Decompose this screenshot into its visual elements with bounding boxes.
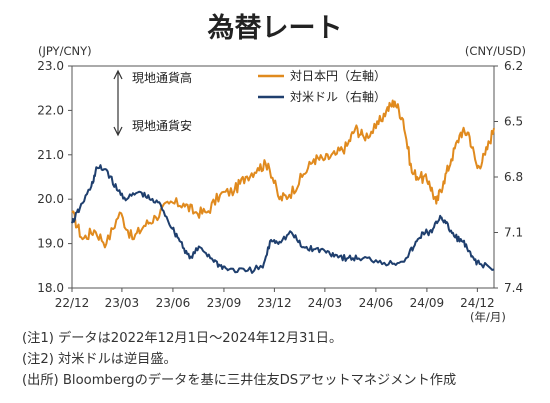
annotation-down-label: 現地通貨安 bbox=[132, 118, 192, 133]
x-tick-label: 22/12 bbox=[55, 296, 90, 310]
series-line-jpy bbox=[71, 99, 495, 249]
annotation-up-label: 現地通貨高 bbox=[132, 70, 192, 85]
x-tick-label: 24/12 bbox=[460, 296, 495, 310]
plot-frame bbox=[71, 65, 495, 289]
left-tick-label: 23.0 bbox=[37, 59, 64, 73]
left-axis-unit: (JPY/CNY) bbox=[38, 44, 92, 58]
right-tick-label: 6.2 bbox=[504, 59, 523, 73]
footnote-1: (注1) データは2022年12月1日～2024年12月31日。 bbox=[22, 331, 343, 346]
x-tick-label: 24/03 bbox=[308, 296, 343, 310]
left-tick-label: 20.0 bbox=[37, 192, 64, 206]
left-tick-label: 19.0 bbox=[37, 237, 64, 251]
arrow-up-head bbox=[113, 69, 123, 80]
legend-label-usd: 対米ドル（右軸） bbox=[290, 89, 386, 104]
legend-label-jpy: 対日本円（左軸） bbox=[290, 68, 386, 83]
x-axis-unit: (年/月) bbox=[470, 310, 506, 324]
footnotes: (注1) データは2022年12月1日～2024年12月31日。 (注2) 対米… bbox=[22, 328, 456, 391]
footnote-source: (出所) Bloombergのデータを基に三井住友DSアセットマネジメント作成 bbox=[22, 373, 457, 388]
x-tick-label: 23/09 bbox=[207, 296, 242, 310]
right-tick-label: 6.8 bbox=[504, 170, 523, 184]
right-axis-unit: (CNY/USD) bbox=[464, 44, 526, 58]
left-tick-label: 22.0 bbox=[37, 103, 64, 117]
x-tick-label: 23/03 bbox=[105, 296, 140, 310]
x-tick-label: 24/06 bbox=[359, 296, 394, 310]
left-tick-label: 21.0 bbox=[37, 148, 64, 162]
right-tick-label: 7.1 bbox=[504, 226, 523, 240]
x-tick-label: 23/12 bbox=[257, 296, 292, 310]
footnote-2: (注2) 対米ドルは逆目盛。 bbox=[22, 352, 177, 367]
right-tick-label: 6.5 bbox=[504, 115, 523, 129]
arrow-down-head bbox=[113, 126, 123, 137]
chart-title: 為替レート bbox=[207, 13, 343, 44]
series-line-usd bbox=[71, 164, 495, 274]
x-tick-label: 24/09 bbox=[410, 296, 445, 310]
x-tick-label: 23/06 bbox=[156, 296, 191, 310]
left-tick-label: 18.0 bbox=[37, 281, 64, 295]
right-tick-label: 7.4 bbox=[504, 281, 523, 295]
